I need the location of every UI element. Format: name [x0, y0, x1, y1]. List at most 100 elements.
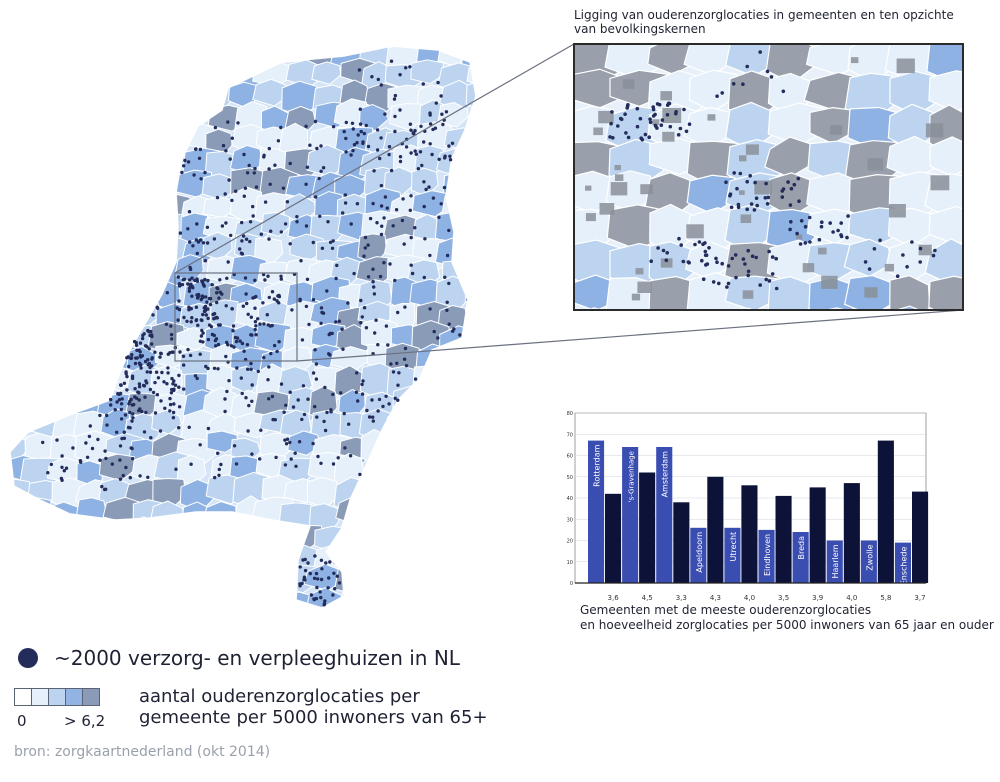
care-home-dot	[342, 129, 346, 134]
care-home-dot	[199, 177, 203, 181]
care-home-dot	[187, 425, 191, 429]
inset-care-home-dot	[845, 235, 849, 240]
inset-care-home-dot	[814, 40, 818, 44]
municipality-cell	[179, 46, 211, 71]
municipality-cell	[468, 145, 476, 172]
care-home-dot	[323, 599, 327, 603]
care-home-dot	[228, 157, 232, 161]
care-home-dot	[128, 426, 132, 430]
municipality-cell	[176, 83, 215, 120]
inset-care-home-dot	[647, 135, 651, 139]
care-home-dot	[177, 299, 181, 303]
municipality-cell	[10, 389, 39, 419]
care-home-dot	[182, 363, 186, 367]
care-home-dot	[227, 379, 231, 383]
municipality-cell	[441, 545, 476, 576]
care-home-dot	[243, 186, 248, 190]
care-home-dot	[201, 312, 205, 317]
municipality-cell	[153, 543, 187, 577]
municipality-cell	[361, 613, 394, 636]
municipality-cell	[358, 474, 395, 504]
municipality-cell	[10, 297, 28, 326]
care-home-dot	[437, 157, 441, 161]
inset-care-home-dot	[700, 258, 704, 263]
care-home-dot	[413, 129, 417, 133]
care-home-dot	[115, 430, 119, 434]
care-home-dot	[267, 295, 271, 300]
inset-care-home-dot	[668, 124, 673, 129]
municipality-cell	[435, 459, 476, 491]
care-home-dot	[250, 333, 254, 337]
care-home-dot	[171, 350, 175, 354]
care-home-dot	[216, 287, 220, 291]
care-home-dot	[437, 215, 441, 220]
urban-patch	[593, 127, 603, 136]
inset-care-home-dot	[678, 126, 683, 131]
care-home-dot	[151, 313, 155, 317]
inset-care-home-dot	[726, 264, 731, 268]
care-home-dot	[250, 399, 254, 403]
care-home-dot	[199, 318, 203, 322]
care-home-dot	[375, 221, 379, 225]
chart-bar-dark	[639, 472, 656, 583]
municipality-cell	[103, 187, 133, 220]
care-home-dot	[340, 327, 344, 331]
municipality-cell	[10, 46, 27, 70]
care-home-dot	[339, 391, 343, 395]
chart-y-tick-label: 10	[567, 560, 573, 566]
chart-category-label: Amsterdam	[661, 451, 670, 498]
care-home-dot	[285, 437, 290, 441]
care-home-dot	[256, 369, 260, 374]
care-home-dot	[331, 125, 336, 129]
care-home-dot	[301, 558, 305, 562]
care-home-dot	[100, 484, 104, 489]
care-home-dot	[130, 419, 134, 423]
municipality-cell	[25, 210, 60, 249]
municipality-cell	[288, 46, 329, 60]
care-home-dot	[146, 358, 150, 362]
care-home-dot	[288, 390, 292, 394]
care-home-dot	[267, 397, 271, 401]
care-home-dot	[273, 163, 277, 167]
municipality-cell	[78, 279, 117, 315]
care-home-dot	[359, 321, 363, 325]
care-home-dot	[116, 392, 120, 396]
care-home-dot	[302, 412, 307, 417]
care-home-dot	[203, 259, 208, 263]
inset-care-home-dot	[676, 133, 681, 137]
care-home-dot	[204, 364, 208, 369]
inset-care-home-dot	[693, 242, 697, 247]
care-home-dot	[182, 164, 186, 168]
care-home-dot	[177, 307, 182, 312]
municipality-cell	[73, 189, 116, 224]
care-home-dot	[125, 374, 129, 379]
care-home-dot	[173, 383, 178, 387]
care-home-dot	[334, 320, 338, 324]
care-home-dot	[422, 140, 426, 144]
municipality-cell	[410, 540, 451, 569]
care-home-dot	[374, 318, 378, 322]
care-home-dot	[315, 415, 319, 419]
care-home-dot	[129, 356, 133, 360]
inset-care-home-dot	[674, 111, 678, 116]
care-home-dot	[371, 267, 375, 271]
care-home-dot	[443, 275, 447, 279]
chart-bars: Rotterdam 's-Gravenhage Amsterdam Apeldoorn…	[588, 440, 929, 585]
municipality-cell	[181, 501, 212, 534]
inset-care-home-dot	[651, 105, 655, 109]
care-home-dot	[124, 370, 128, 374]
care-home-dot	[322, 419, 326, 424]
care-home-dot	[195, 222, 199, 226]
care-home-dot	[215, 291, 219, 295]
care-home-dot	[306, 561, 310, 565]
care-home-dot	[182, 277, 187, 281]
care-home-dot	[249, 315, 253, 319]
care-home-dot	[362, 306, 367, 310]
care-home-dot	[385, 206, 389, 210]
care-home-dot	[117, 398, 122, 402]
care-home-dot	[144, 410, 148, 415]
care-home-dot	[238, 247, 242, 251]
care-home-dot	[218, 290, 222, 294]
care-home-dot	[234, 339, 239, 344]
care-home-dot	[384, 394, 388, 398]
